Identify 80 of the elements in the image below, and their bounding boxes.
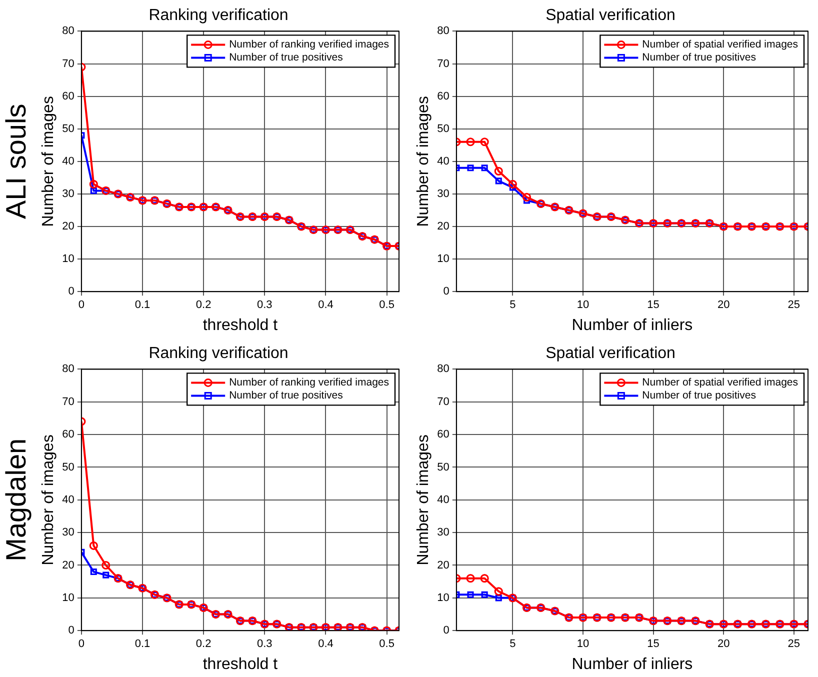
y-tick-label: 40: [437, 494, 450, 506]
y-tick-label: 20: [62, 220, 74, 233]
x-tick-label: 0.4: [318, 638, 334, 650]
x-tick-label: 5: [510, 299, 516, 312]
legend-label: Number of true positives: [642, 390, 756, 402]
y-tick-label: 20: [62, 559, 74, 572]
y-axis-title: Number of images: [40, 96, 58, 227]
y-tick-label: 10: [437, 592, 450, 604]
y-tick-label: 50: [437, 122, 450, 135]
y-tick-label: 50: [62, 122, 74, 135]
x-tick-label: 25: [788, 638, 800, 650]
chart-title: Ranking verification: [148, 345, 288, 362]
y-tick-label: 10: [62, 592, 74, 604]
y-tick-label: 30: [437, 526, 450, 539]
y-tick-label: 80: [62, 363, 74, 376]
y-tick-label: 0: [443, 286, 450, 298]
x-tick-label: 0.4: [318, 299, 334, 312]
x-tick-label: 15: [647, 299, 660, 312]
y-tick-label: 70: [437, 58, 450, 70]
text: Magdalen: [0, 438, 32, 562]
legend-label: Number of true positives: [229, 52, 343, 64]
x-tick-label: 0.5: [379, 299, 394, 312]
chart-title: Ranking verification: [148, 7, 288, 24]
x-tick-label: 0.1: [134, 638, 150, 650]
x-axis-title: Number of inliers: [572, 316, 693, 334]
y-tick-label: 70: [437, 396, 450, 408]
y-tick-label: 80: [62, 25, 74, 38]
y-tick-label: 70: [62, 396, 74, 408]
chart-title: Spatial verification: [546, 345, 676, 362]
y-tick-label: 20: [437, 559, 450, 572]
y-tick-label: 30: [62, 188, 74, 200]
y-axis-title: Number of images: [40, 434, 58, 566]
x-tick-label: 15: [647, 638, 660, 650]
chart-title: Spatial verification: [546, 7, 676, 24]
x-tick-label: 0.3: [256, 638, 272, 650]
legend-label: Number of ranking verified images: [229, 376, 389, 389]
y-tick-label: 60: [62, 90, 74, 102]
legend-label: Number of spatial verified images: [642, 38, 798, 51]
y-tick-label: 0: [443, 624, 450, 637]
y-tick-label: 50: [437, 461, 450, 474]
y-tick-label: 0: [68, 624, 74, 637]
y-tick-label: 60: [437, 90, 450, 102]
x-tick-label: 0.2: [196, 299, 212, 312]
y-tick-label: 80: [437, 25, 450, 38]
text: ALI souls: [0, 104, 32, 219]
x-tick-label: 0.2: [196, 638, 212, 650]
legend-label: Number of spatial verified images: [642, 376, 798, 389]
x-tick-label: 0.3: [256, 299, 272, 312]
x-tick-label: 25: [788, 299, 800, 312]
x-tick-label: 10: [576, 299, 590, 312]
x-tick-label: 5: [510, 638, 516, 650]
legend-label: Number of true positives: [229, 390, 343, 402]
x-axis-title: Number of inliers: [572, 656, 693, 673]
legend-label: Number of true positives: [642, 52, 756, 64]
y-tick-label: 50: [62, 461, 74, 474]
y-tick-label: 30: [437, 188, 450, 200]
y-tick-label: 70: [62, 58, 74, 70]
x-tick-label: 0: [78, 638, 84, 650]
y-tick-label: 40: [62, 494, 74, 506]
y-axis-title: Number of images: [415, 434, 432, 566]
y-tick-label: 10: [437, 253, 450, 266]
y-tick-label: 40: [437, 155, 450, 168]
y-tick-label: 30: [62, 526, 74, 539]
y-tick-label: 10: [62, 253, 74, 266]
y-tick-label: 40: [62, 155, 74, 168]
x-tick-label: 10: [576, 638, 590, 650]
x-tick-label: 20: [718, 638, 730, 650]
x-tick-label: 0.5: [379, 638, 394, 650]
x-axis-title: threshold t: [202, 656, 278, 673]
x-tick-label: 20: [718, 299, 730, 312]
x-axis-title: threshold t: [202, 316, 278, 334]
y-tick-label: 80: [437, 363, 450, 376]
x-tick-label: 0.1: [134, 299, 150, 312]
y-tick-label: 60: [437, 428, 450, 441]
legend-label: Number of ranking verified images: [229, 38, 389, 51]
y-tick-label: 60: [62, 428, 74, 441]
x-tick-label: 0: [78, 299, 84, 312]
y-tick-label: 20: [437, 220, 450, 233]
y-axis-title: Number of images: [415, 96, 432, 227]
y-tick-label: 0: [68, 286, 74, 298]
